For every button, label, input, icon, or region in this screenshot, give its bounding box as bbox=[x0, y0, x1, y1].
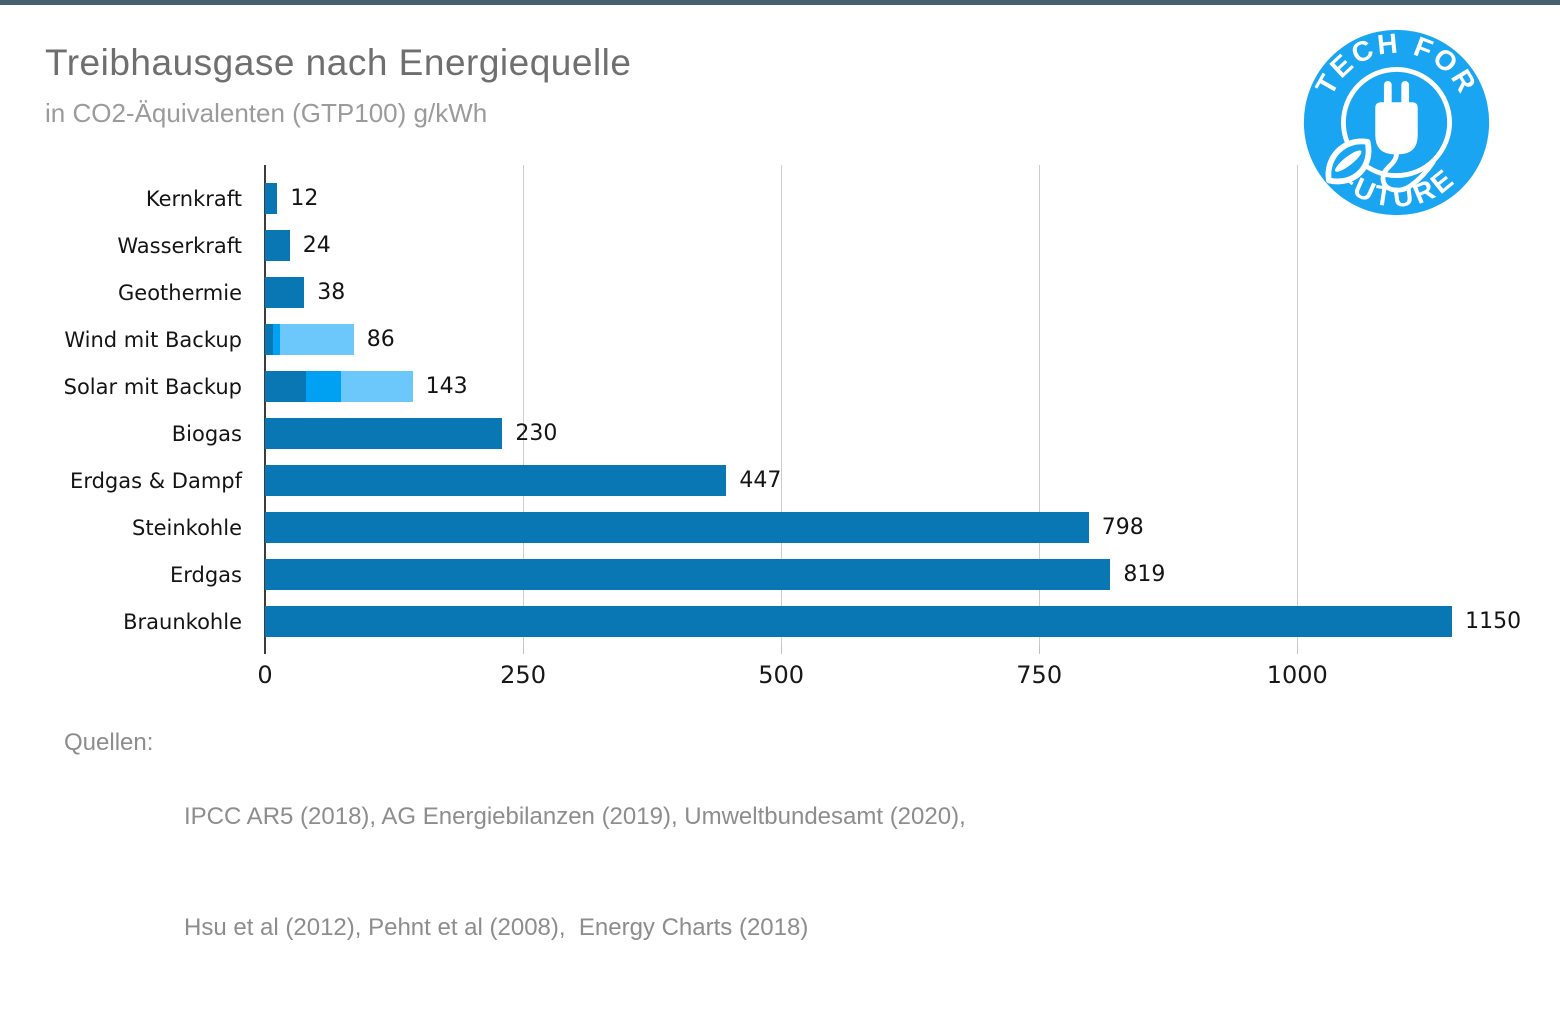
bar bbox=[265, 371, 413, 402]
tech-for-future-logo: TECH FOR FUTURE bbox=[1303, 27, 1490, 216]
x-axis: 0 250 500 750 1000 bbox=[257, 645, 1545, 705]
category-label: Wind mit Backup bbox=[64, 327, 242, 352]
x-tick-label: 250 bbox=[500, 661, 546, 689]
y-axis-line bbox=[264, 165, 266, 654]
leaf-icon bbox=[1325, 138, 1372, 185]
bar-segment-backup-mittel bbox=[306, 371, 342, 402]
bar-segment-direkt bbox=[265, 277, 305, 308]
gridline-500 bbox=[781, 165, 783, 645]
value-label: 38 bbox=[317, 280, 346, 305]
category-label: Erdgas bbox=[169, 562, 242, 587]
bar bbox=[265, 183, 278, 214]
sources-line-1: IPCC AR5 (2018), AG Energiebilanzen (201… bbox=[184, 803, 966, 830]
bar-row: 819 bbox=[265, 551, 1545, 598]
bar-row: 1150 bbox=[265, 598, 1545, 645]
x-tick-label: 0 bbox=[257, 661, 273, 689]
category-label: Erdgas & Dampf bbox=[70, 468, 242, 493]
x-tick-label: 500 bbox=[758, 661, 805, 689]
bar-segment-direkt bbox=[265, 324, 274, 355]
value-label: 12 bbox=[290, 186, 319, 211]
category-label: Solar mit Backup bbox=[63, 374, 242, 399]
x-tick-250 bbox=[523, 645, 525, 654]
x-tick-label: 750 bbox=[1016, 661, 1063, 689]
bar bbox=[265, 418, 503, 449]
gridline-1000 bbox=[1297, 165, 1299, 645]
bar bbox=[265, 606, 1453, 637]
bar-segment-direkt bbox=[265, 606, 1453, 637]
chart-title: Treibhausgase nach Energiequelle bbox=[45, 42, 632, 83]
plug-icon bbox=[1375, 81, 1436, 193]
sources-text: IPCC AR5 (2018), AG Energiebilanzen (201… bbox=[184, 724, 966, 1020]
bar bbox=[265, 512, 1089, 543]
bar-segment-direkt bbox=[265, 465, 727, 496]
bar-row: 143 bbox=[265, 363, 1545, 410]
bar-segment-direkt bbox=[265, 512, 1089, 543]
sources: Quellen: IPCC AR5 (2018), AG Energiebila… bbox=[64, 724, 966, 1020]
bar-row: 86 bbox=[265, 316, 1545, 363]
bar-segment-backup-hell bbox=[341, 371, 413, 402]
category-label: Biogas bbox=[171, 421, 242, 446]
value-label: 24 bbox=[302, 233, 331, 258]
gridline-750 bbox=[1039, 165, 1041, 645]
category-label: Wasserkraft bbox=[117, 233, 242, 258]
logo-inner-ring bbox=[1341, 67, 1452, 178]
category-label: Steinkohle bbox=[132, 515, 242, 540]
bar-segment-backup-hell bbox=[280, 324, 354, 355]
x-tick-500 bbox=[781, 645, 783, 654]
value-label: 1150 bbox=[1465, 609, 1522, 634]
value-label: 798 bbox=[1101, 515, 1144, 540]
x-tick-0 bbox=[264, 645, 266, 654]
category-label: Braunkohle bbox=[123, 609, 242, 634]
gridline-250 bbox=[523, 165, 525, 645]
bar-segment-direkt bbox=[265, 559, 1111, 590]
bar-row: 230 bbox=[265, 410, 1545, 457]
x-tick-750 bbox=[1039, 645, 1041, 654]
bar bbox=[265, 277, 305, 308]
category-labels: Kernkraft Wasserkraft Geothermie Wind mit B… bbox=[0, 175, 255, 645]
category-label: Kernkraft bbox=[145, 186, 242, 211]
bar-row: 38 bbox=[265, 269, 1545, 316]
value-label: 447 bbox=[739, 468, 782, 493]
value-label: 143 bbox=[425, 374, 468, 399]
bar-segment-direkt bbox=[265, 371, 307, 402]
category-label: Geothermie bbox=[118, 280, 242, 305]
sources-label: Quellen: bbox=[64, 729, 154, 756]
top-accent-bar bbox=[0, 0, 1560, 5]
bar bbox=[265, 230, 290, 261]
bar bbox=[265, 465, 727, 496]
bar-row: 798 bbox=[265, 504, 1545, 551]
bar-row: 24 bbox=[265, 222, 1545, 269]
value-label: 86 bbox=[366, 327, 395, 352]
bar-segment-backup-mittel bbox=[273, 324, 281, 355]
bar-rows: 12 24 38 86 143 230 447 798 819 1150 bbox=[265, 175, 1545, 645]
bar bbox=[265, 559, 1111, 590]
bar-row: 12 bbox=[265, 175, 1545, 222]
chart-subtitle: in CO2-Äquivalenten (GTP100) g/kWh bbox=[45, 98, 488, 128]
x-tick-label: 1000 bbox=[1266, 661, 1328, 689]
bar-segment-direkt bbox=[265, 418, 503, 449]
sources-line-2: Hsu et al (2012), Pehnt et al (2008), En… bbox=[184, 914, 809, 941]
bar-row: 447 bbox=[265, 457, 1545, 504]
bar bbox=[265, 324, 354, 355]
value-label: 230 bbox=[515, 421, 558, 446]
bar-segment-direkt bbox=[265, 230, 290, 261]
value-label: 819 bbox=[1123, 562, 1166, 587]
x-tick-1000 bbox=[1297, 645, 1299, 654]
plot-area: 12 24 38 86 143 230 447 798 819 1150 bbox=[264, 165, 1545, 654]
bar-segment-direkt bbox=[265, 183, 278, 214]
